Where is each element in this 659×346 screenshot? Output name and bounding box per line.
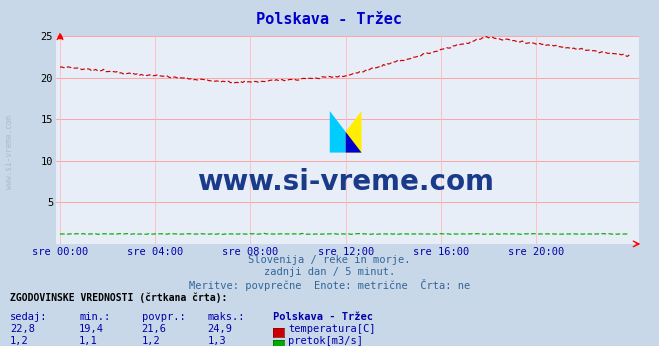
Polygon shape xyxy=(330,111,345,153)
Text: Meritve: povprečne  Enote: metrične  Črta: ne: Meritve: povprečne Enote: metrične Črta:… xyxy=(189,279,470,291)
Text: 22,8: 22,8 xyxy=(10,324,35,334)
Text: 19,4: 19,4 xyxy=(79,324,104,334)
Text: temperatura[C]: temperatura[C] xyxy=(288,324,376,334)
Text: maks.:: maks.: xyxy=(208,312,245,322)
Text: 1,3: 1,3 xyxy=(208,336,226,346)
Text: zadnji dan / 5 minut.: zadnji dan / 5 minut. xyxy=(264,267,395,277)
Text: 1,2: 1,2 xyxy=(142,336,160,346)
Text: 24,9: 24,9 xyxy=(208,324,233,334)
Polygon shape xyxy=(345,132,362,153)
Text: sedaj:: sedaj: xyxy=(10,312,47,322)
Text: 1,1: 1,1 xyxy=(79,336,98,346)
Text: min.:: min.: xyxy=(79,312,110,322)
Text: pretok[m3/s]: pretok[m3/s] xyxy=(288,336,363,346)
Text: 1,2: 1,2 xyxy=(10,336,28,346)
Text: Polskava - Tržec: Polskava - Tržec xyxy=(256,12,403,27)
Text: 21,6: 21,6 xyxy=(142,324,167,334)
Text: povpr.:: povpr.: xyxy=(142,312,185,322)
Polygon shape xyxy=(345,111,362,153)
Text: Polskava - Tržec: Polskava - Tržec xyxy=(273,312,374,322)
Text: Slovenija / reke in morje.: Slovenija / reke in morje. xyxy=(248,255,411,265)
Text: www.si-vreme.com: www.si-vreme.com xyxy=(197,168,494,195)
Text: www.si-vreme.com: www.si-vreme.com xyxy=(5,115,14,189)
Text: ZGODOVINSKE VREDNOSTI (črtkana črta):: ZGODOVINSKE VREDNOSTI (črtkana črta): xyxy=(10,292,227,303)
